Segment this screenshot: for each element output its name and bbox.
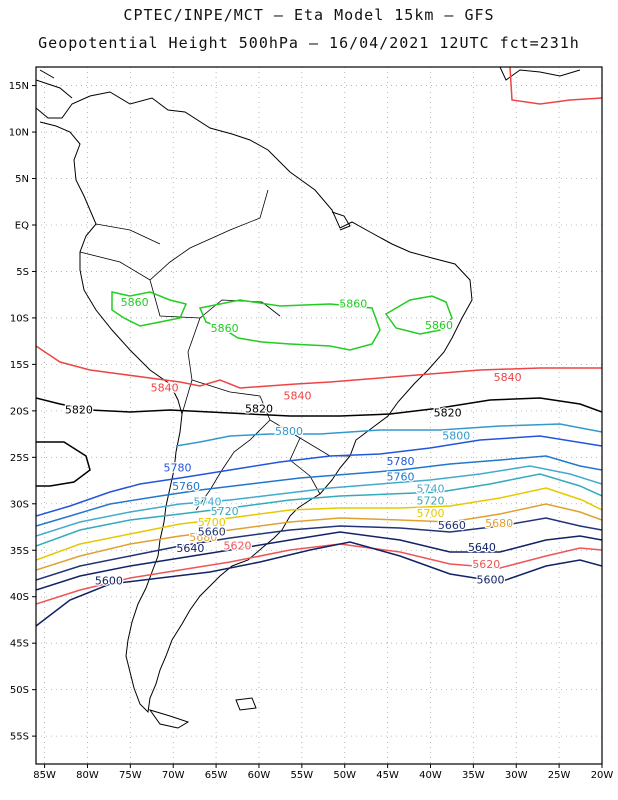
coastline-outline: [36, 67, 581, 729]
lat-tick-label: 55S: [10, 732, 29, 743]
contour-label-5760: 5760: [386, 471, 414, 484]
contour-label-5740: 5740: [416, 483, 444, 496]
lat-tick-label: 50S: [10, 685, 29, 696]
contour-label-5680: 5680: [485, 517, 513, 530]
contour-label-5820: 5820: [434, 406, 462, 419]
contour-label-5780: 5780: [386, 455, 414, 468]
contour-labels: 5860 5860 5860 5860 5840 5840 5840 5820 5820 5820…: [64, 295, 523, 589]
lat-tick-label: 15S: [10, 360, 29, 371]
contour-5840-north: [509, 67, 602, 105]
lon-tick-label: 25W: [548, 770, 571, 781]
lon-tick-label: 30W: [505, 770, 528, 781]
contour-5860-central: [198, 299, 381, 351]
lon-tick-label: 50W: [333, 770, 356, 781]
contour-5820-closed: [36, 441, 91, 487]
contour-label-5720: 5720: [416, 495, 444, 508]
lat-tick-label: 10S: [10, 313, 29, 324]
lat-tick-label: 10N: [9, 128, 29, 139]
contour-5800: [175, 423, 602, 447]
contour-label-5800: 5800: [442, 430, 470, 443]
lon-tick-label: 80W: [76, 770, 99, 781]
falkland-islands: [235, 697, 257, 711]
contour-label-5700: 5700: [198, 516, 226, 529]
contour-5780: [36, 435, 602, 517]
contour-label-5760: 5760: [172, 480, 200, 493]
contour-5760: [36, 455, 602, 527]
lon-tick-label: 60W: [248, 770, 271, 781]
contour-label-5780: 5780: [164, 461, 192, 474]
contour-5680: [36, 503, 602, 571]
africa-tip: [499, 67, 581, 81]
lon-tick-label: 55W: [291, 770, 314, 781]
lon-tick-label: 65W: [205, 770, 228, 781]
contour-label-5620: 5620: [472, 558, 500, 571]
lon-tick-label: 85W: [33, 770, 56, 781]
contour-label-5740: 5740: [194, 496, 222, 509]
contour-label-5680: 5680: [189, 531, 217, 544]
contour-5600: [36, 541, 602, 627]
map-subtitle: Geopotential Height 500hPa – 16/04/2021 …: [38, 34, 580, 52]
contour-label-5620: 5620: [224, 539, 252, 552]
contour-5640: [36, 531, 602, 591]
lon-tick-label: 35W: [462, 770, 485, 781]
lat-tick-label: EQ: [15, 220, 29, 231]
country-borders: [79, 189, 350, 511]
contour-lines: [36, 67, 602, 627]
contour-5720: [36, 473, 602, 547]
lat-tick-label: 5N: [15, 174, 29, 185]
lon-tick-label: 75W: [119, 770, 142, 781]
lat-tick-label: 30S: [10, 499, 29, 510]
contour-label-5720: 5720: [211, 505, 239, 518]
contour-5860-east: [384, 295, 453, 335]
lat-tick-label: 5S: [16, 267, 29, 278]
tierra-del-fuego: [148, 709, 190, 729]
south-america-coast: [36, 91, 473, 714]
contour-label-5860: 5860: [211, 322, 239, 335]
contour-label-5860: 5860: [121, 296, 149, 309]
lat-tick-label: 20S: [10, 406, 29, 417]
contour-label-5640: 5640: [176, 542, 204, 555]
contour-5860-west: [111, 291, 188, 327]
contour-label-5840: 5840: [494, 371, 522, 384]
contour-5660: [36, 517, 602, 581]
contour-label-5840: 5840: [284, 390, 312, 403]
contour-5840: [36, 345, 602, 389]
lat-tick-label: 25S: [10, 453, 29, 464]
contour-label-5800: 5800: [275, 425, 303, 438]
lon-tick-label: 45W: [376, 770, 399, 781]
contour-5820: [36, 397, 602, 417]
contour-label-5600: 5600: [477, 574, 505, 587]
lon-tick-label: 70W: [162, 770, 185, 781]
contour-label-5600: 5600: [95, 575, 123, 588]
contour-label-5820: 5820: [245, 403, 273, 416]
contour-label-5840: 5840: [151, 381, 179, 394]
contour-label-5640: 5640: [468, 541, 496, 554]
contour-label-5700: 5700: [416, 507, 444, 520]
contour-label-5860: 5860: [339, 298, 367, 311]
lat-tick-label: 15N: [9, 81, 29, 92]
lat-tick-label: 40S: [10, 592, 29, 603]
map-frame: [35, 66, 603, 765]
contour-label-5660: 5660: [438, 519, 466, 532]
lon-tick-label: 20W: [591, 770, 614, 781]
contour-label-5860: 5860: [425, 319, 453, 332]
contour-label-5820: 5820: [65, 404, 93, 417]
amazon-mouth: [331, 211, 351, 231]
lat-tick-label: 35S: [10, 546, 29, 557]
axis-ticks: 15N 10N 5N EQ 5S 10S 15S 20S 25S 30S 35S 40S 45S 50S 5…: [9, 81, 614, 781]
contour-label-5660: 5660: [198, 525, 226, 538]
lat-tick-label: 45S: [10, 639, 29, 650]
lon-tick-label: 40W: [419, 770, 442, 781]
contour-5700: [36, 487, 602, 561]
caribbean-coast: [36, 69, 73, 99]
map-title: CPTEC/INPE/MCT – Eta Model 15km – GFS: [123, 6, 495, 24]
contour-5740: [36, 465, 602, 537]
